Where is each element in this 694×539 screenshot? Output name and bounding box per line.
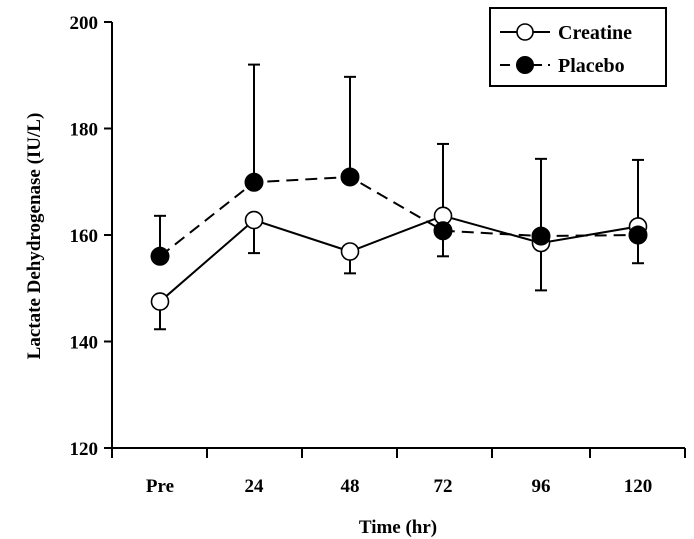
- x-tick-label-Pre: Pre: [146, 476, 174, 497]
- point-placebo-5: [628, 225, 648, 245]
- point-creatine-1: [244, 210, 264, 230]
- legend-marker-creatine: [516, 23, 534, 41]
- legend-label-creatine: Creatine: [558, 22, 632, 44]
- series-line-creatine: [159, 214, 639, 303]
- x-tick-label-24: 24: [245, 476, 265, 497]
- point-placebo-1: [244, 172, 264, 192]
- y-tick-label-180: 180: [70, 120, 99, 141]
- x-tick-label-72: 72: [434, 476, 453, 497]
- legend-marker-placebo: [516, 56, 534, 74]
- point-placebo-2: [340, 167, 360, 187]
- point-creatine-0: [150, 292, 170, 311]
- legend: Creatine Placebo: [489, 7, 667, 87]
- y-tick-label-120: 120: [70, 439, 99, 460]
- series-line-placebo: [159, 175, 639, 258]
- legend-box: [489, 7, 667, 87]
- y-axis-title: Lactate Dehydrogenase (IU/L): [24, 113, 45, 360]
- legend-label-placebo: Placebo: [558, 55, 625, 77]
- x-tick-label-48: 48: [341, 476, 360, 497]
- point-placebo-4: [531, 226, 551, 246]
- x-ticks: Pre 24 48 72 96 120: [111, 448, 686, 497]
- series-layer: [150, 63, 648, 331]
- y-tick-label-160: 160: [70, 226, 99, 247]
- x-tick-label-120: 120: [624, 476, 653, 497]
- point-placebo-3: [433, 221, 453, 241]
- point-placebo-0: [150, 246, 170, 266]
- y-tick-label-140: 140: [70, 333, 99, 354]
- x-tick-label-96: 96: [532, 476, 551, 497]
- x-axis-title: Time (hr): [359, 517, 437, 538]
- point-creatine-2: [340, 242, 360, 261]
- y-ticks: 120 140 160 180 200: [70, 13, 112, 460]
- y-tick-label-200: 200: [70, 13, 99, 34]
